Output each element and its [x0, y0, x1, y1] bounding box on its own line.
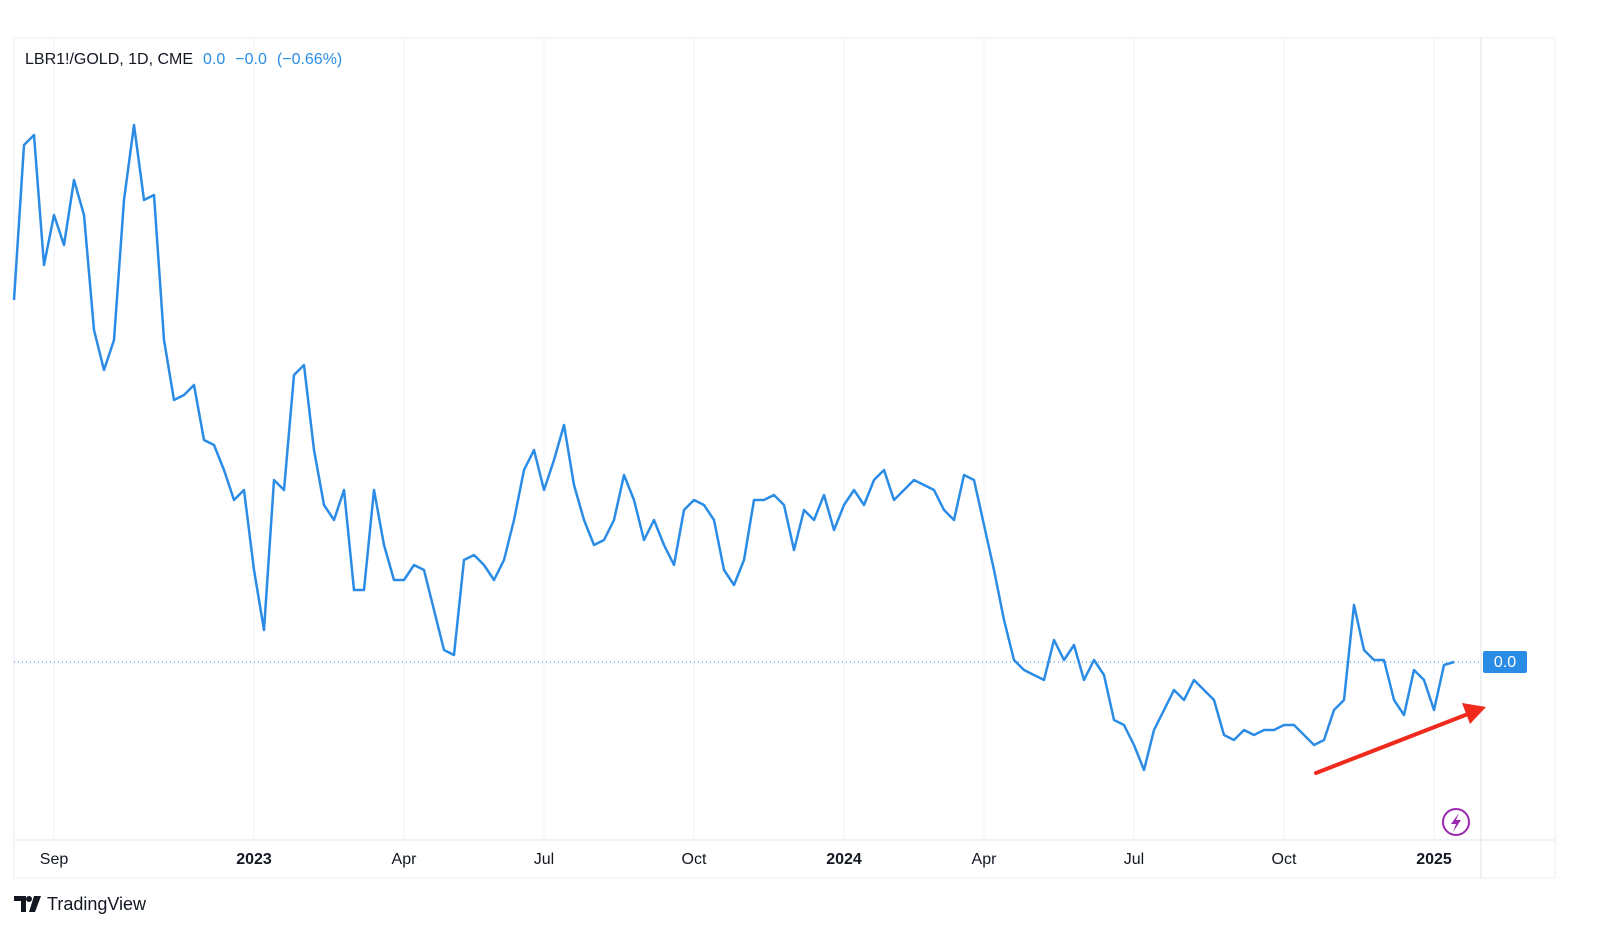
x-tick-label: Oct [1272, 851, 1297, 868]
x-tick-label: Sep [40, 851, 69, 868]
change-value: −0.0 [235, 51, 267, 68]
x-tick-label: 2024 [826, 851, 862, 868]
plot [12, 123, 1481, 772]
price-label: 0.0 [1494, 654, 1516, 671]
price-label-box [1483, 651, 1527, 673]
x-tick-label: Oct [682, 851, 707, 868]
arrow-shaft [1314, 712, 1470, 775]
icon-bolt [1451, 813, 1461, 832]
x-tick-label: Apr [392, 851, 418, 868]
logo-slash [29, 896, 41, 912]
x-tick-label: Apr [972, 851, 998, 868]
logo-dot [26, 896, 32, 902]
grid [53, 38, 1435, 840]
symbol-label: LBR1!/GOLD, 1D, CME [25, 51, 193, 68]
x-tick-label: 2025 [1416, 851, 1452, 868]
x-tick-label: Jul [1124, 851, 1144, 868]
change-percent: (−0.66%) [277, 51, 342, 68]
logo-mark [14, 896, 26, 912]
brand-logo[interactable]: TradingView [14, 894, 147, 914]
brand-name: TradingView [47, 894, 147, 914]
lightning-icon[interactable] [1442, 808, 1470, 836]
arrow-head [1462, 703, 1486, 724]
x-tick-label: Jul [534, 851, 554, 868]
price-line-series [12, 123, 1455, 772]
x-tick-label: 2023 [236, 851, 272, 868]
chart-frame [13, 37, 1556, 879]
annotation-arrow [1314, 703, 1486, 775]
last-value: 0.0 [203, 51, 225, 68]
